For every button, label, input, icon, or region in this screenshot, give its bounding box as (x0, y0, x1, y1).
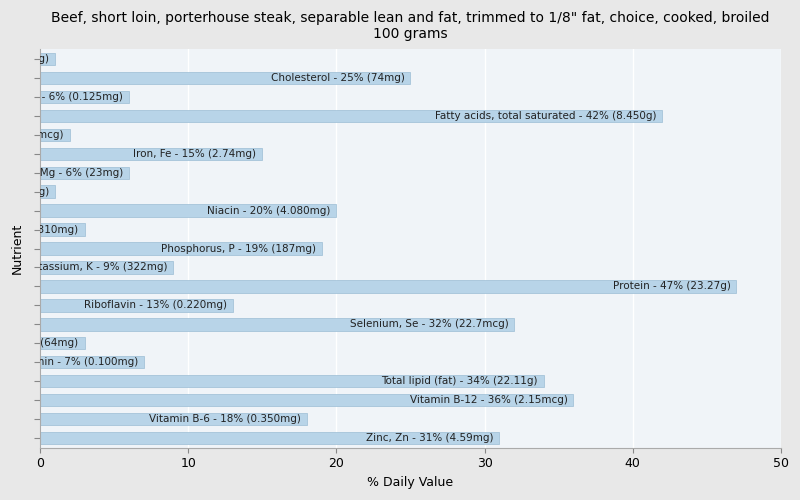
X-axis label: % Daily Value: % Daily Value (367, 476, 454, 489)
Text: Potassium, K - 9% (322mg): Potassium, K - 9% (322mg) (26, 262, 167, 272)
Text: Phosphorus, P - 19% (187mg): Phosphorus, P - 19% (187mg) (161, 244, 316, 254)
Text: Fatty acids, total saturated - 42% (8.450g): Fatty acids, total saturated - 42% (8.45… (435, 111, 657, 121)
Text: Riboflavin - 13% (0.220mg): Riboflavin - 13% (0.220mg) (84, 300, 226, 310)
Text: Copper, Cu - 6% (0.125mg): Copper, Cu - 6% (0.125mg) (0, 92, 123, 102)
Text: Zinc, Zn - 31% (4.59mg): Zinc, Zn - 31% (4.59mg) (366, 433, 494, 443)
Text: Thiamin - 7% (0.100mg): Thiamin - 7% (0.100mg) (12, 358, 138, 368)
Bar (40, 394, 574, 406)
Bar (40, 280, 737, 292)
Bar (40, 52, 55, 65)
Text: Sodium, Na - 3% (64mg): Sodium, Na - 3% (64mg) (0, 338, 78, 348)
Bar (40, 299, 233, 312)
Bar (40, 242, 322, 254)
Text: Vitamin B-12 - 36% (2.15mcg): Vitamin B-12 - 36% (2.15mcg) (410, 395, 567, 405)
Text: Protein - 47% (23.27g): Protein - 47% (23.27g) (613, 282, 730, 292)
Text: Manganese, Mn - 1% (0.015mg): Manganese, Mn - 1% (0.015mg) (0, 186, 49, 196)
Bar (40, 186, 55, 198)
Bar (40, 262, 174, 274)
Text: Folate, total - 2% (7mcg): Folate, total - 2% (7mcg) (0, 130, 64, 140)
Title: Beef, short loin, porterhouse steak, separable lean and fat, trimmed to 1/8" fat: Beef, short loin, porterhouse steak, sep… (51, 11, 770, 42)
Bar (40, 148, 262, 160)
Text: Iron, Fe - 15% (2.74mg): Iron, Fe - 15% (2.74mg) (134, 148, 256, 158)
Y-axis label: Nutrient: Nutrient (11, 223, 24, 274)
Bar (40, 413, 306, 426)
Bar (40, 356, 144, 368)
Bar (40, 128, 70, 141)
Bar (40, 337, 85, 349)
Text: Magnesium, Mg - 6% (23mg): Magnesium, Mg - 6% (23mg) (0, 168, 123, 177)
Bar (40, 375, 544, 388)
Bar (40, 110, 662, 122)
Text: Pantothenic acid - 3% (0.310mg): Pantothenic acid - 3% (0.310mg) (0, 224, 78, 234)
Text: Selenium, Se - 32% (22.7mcg): Selenium, Se - 32% (22.7mcg) (350, 320, 508, 330)
Bar (40, 72, 410, 84)
Text: Niacin - 20% (4.080mg): Niacin - 20% (4.080mg) (207, 206, 330, 216)
Bar (40, 90, 129, 103)
Text: Calcium, Ca - 1% (8mg): Calcium, Ca - 1% (8mg) (0, 54, 49, 64)
Bar (40, 204, 337, 217)
Bar (40, 318, 514, 330)
Text: Total lipid (fat) - 34% (22.11g): Total lipid (fat) - 34% (22.11g) (382, 376, 538, 386)
Text: Cholesterol - 25% (74mg): Cholesterol - 25% (74mg) (270, 73, 405, 83)
Bar (40, 432, 499, 444)
Bar (40, 166, 129, 179)
Bar (40, 224, 85, 235)
Text: Vitamin B-6 - 18% (0.350mg): Vitamin B-6 - 18% (0.350mg) (149, 414, 301, 424)
